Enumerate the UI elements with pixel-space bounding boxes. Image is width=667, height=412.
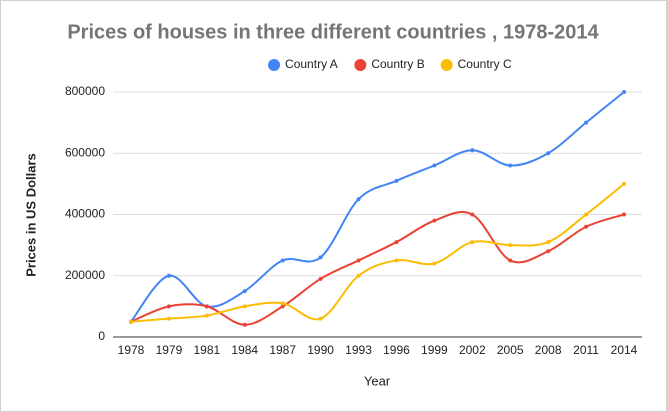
x-tick-label: 2002 [459,343,486,357]
point [622,212,626,217]
y-tick-label: 400000 [65,207,105,221]
point [432,163,437,168]
point [622,181,626,186]
x-axis-label: Year [364,373,391,388]
point [394,258,399,263]
legend-label: Country C [458,57,512,71]
point [394,240,399,245]
point [546,151,551,156]
point [508,258,513,263]
point [318,255,323,260]
line [130,183,625,323]
point [280,258,285,263]
point [204,304,209,309]
legend-swatch [354,59,367,71]
x-tick-label: 1990 [307,343,334,357]
x-tick-label: 1996 [383,343,410,357]
point [318,316,323,321]
legend-swatch [268,59,281,71]
x-tick-label: 1981 [193,343,220,357]
point [508,163,513,168]
y-tick-label: 600000 [65,145,105,159]
point [394,178,399,183]
point [432,261,437,266]
point [546,249,551,254]
legend-swatch [440,59,453,71]
point [356,197,361,202]
y-tick-label: 0 [98,329,105,343]
point [166,273,171,278]
legend-label: Country B [371,57,424,71]
point [470,212,475,217]
x-tick-label: 2014 [611,343,638,357]
point [546,240,551,245]
point [242,322,247,327]
point [622,90,626,94]
legend-label: Country A [285,57,338,71]
x-tick-label: 1987 [269,343,296,357]
x-tick-label: 1984 [231,343,258,357]
y-axis-label: Prices in US Dollars [23,153,38,277]
point [470,148,475,153]
x-tick-label: 1979 [156,343,183,357]
x-tick-label: 2008 [535,343,562,357]
point [166,304,171,309]
x-tick-label: 2005 [497,343,524,357]
chart-title: Prices of houses in three different coun… [67,21,599,43]
y-tick-label: 800000 [65,84,105,98]
point [280,301,285,306]
point [470,240,475,245]
x-tick-label: 1999 [421,343,448,357]
x-tick-label: 1993 [345,343,372,357]
point [356,258,361,263]
point [584,224,589,229]
point [129,319,133,324]
x-tick-label: 1978 [118,343,145,357]
point [318,276,323,281]
x-tick-label: 2011 [573,343,599,357]
point [242,304,247,309]
point [166,316,171,321]
point [508,243,513,248]
y-tick-label: 200000 [65,268,105,282]
line [130,211,625,326]
point [242,289,247,294]
point [204,313,209,318]
point [356,273,361,278]
point [432,218,437,223]
point [584,120,589,125]
point [584,212,589,217]
point [280,304,285,309]
